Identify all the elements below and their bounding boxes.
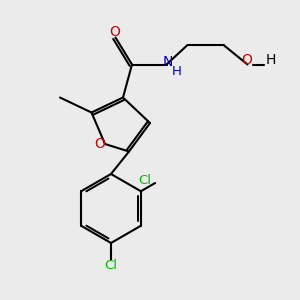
Text: O: O bbox=[94, 137, 105, 151]
Text: H: H bbox=[266, 53, 276, 67]
Text: Cl: Cl bbox=[138, 173, 151, 187]
Text: O: O bbox=[242, 53, 252, 67]
Text: Cl: Cl bbox=[104, 259, 118, 272]
Text: O: O bbox=[110, 26, 120, 39]
Text: H: H bbox=[172, 64, 182, 78]
Text: N: N bbox=[163, 55, 173, 68]
